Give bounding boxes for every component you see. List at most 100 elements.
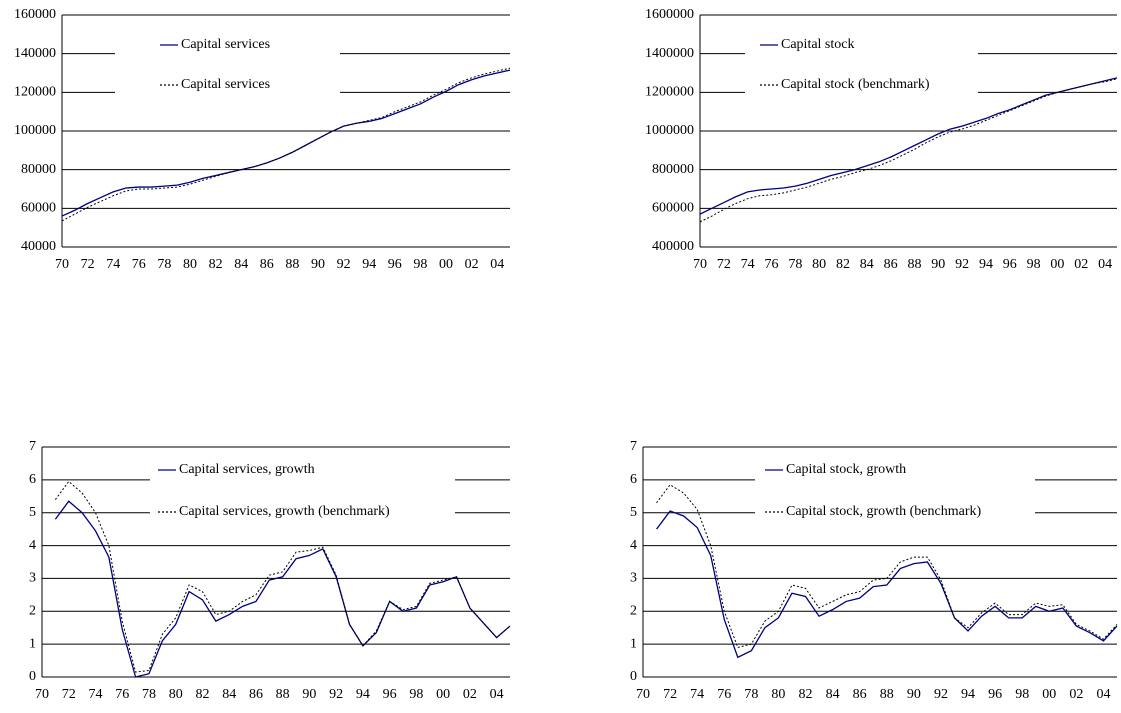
legend-label: Capital services [181, 37, 270, 52]
legend-label: Capital stock, growth [786, 462, 906, 477]
y-tick-label: 1 [29, 636, 36, 651]
series-line [699, 77, 1118, 215]
x-tick-label: 82 [195, 687, 209, 702]
legend-label: Capital stock [781, 37, 855, 52]
y-tick-label: 2 [630, 604, 637, 619]
x-tick-label: 96 [1003, 257, 1017, 272]
legend-box [745, 30, 978, 100]
x-tick-label: 00 [436, 687, 450, 702]
y-tick-label: 7 [630, 439, 637, 454]
x-tick-label: 98 [409, 687, 423, 702]
legend-box [755, 455, 1035, 527]
x-tick-label: 70 [55, 257, 69, 272]
x-tick-label: 88 [907, 257, 921, 272]
x-tick-label: 96 [388, 257, 402, 272]
y-tick-label: 80000 [21, 162, 56, 177]
x-tick-label: 92 [329, 687, 343, 702]
y-tick-label: 1600000 [645, 7, 694, 22]
y-tick-label: 100000 [14, 123, 56, 138]
x-tick-label: 00 [1050, 257, 1064, 272]
x-tick-label: 98 [1015, 687, 1029, 702]
x-tick-label: 74 [690, 687, 704, 702]
x-tick-label: 94 [961, 687, 975, 702]
y-tick-label: 6 [630, 472, 637, 487]
x-tick-label: 98 [1027, 257, 1041, 272]
x-tick-label: 00 [439, 257, 453, 272]
x-tick-label: 78 [142, 687, 156, 702]
x-tick-label: 98 [413, 257, 427, 272]
x-tick-label: 84 [826, 687, 840, 702]
x-tick-label: 76 [717, 687, 731, 702]
x-tick-label: 86 [249, 687, 263, 702]
y-tick-label: 5 [630, 505, 637, 520]
y-tick-label: 140000 [14, 46, 56, 61]
x-tick-label: 72 [717, 257, 731, 272]
x-tick-label: 92 [337, 257, 351, 272]
x-tick-label: 72 [62, 687, 76, 702]
x-tick-label: 92 [934, 687, 948, 702]
series-line [656, 484, 1118, 649]
x-tick-label: 86 [260, 257, 274, 272]
x-tick-label: 78 [157, 257, 171, 272]
x-tick-label: 84 [234, 257, 248, 272]
x-tick-label: 84 [860, 257, 874, 272]
x-tick-label: 02 [1074, 257, 1088, 272]
y-tick-label: 60000 [21, 201, 56, 216]
x-tick-label: 00 [1042, 687, 1056, 702]
x-tick-label: 82 [209, 257, 223, 272]
series-line [61, 67, 511, 222]
x-tick-label: 76 [115, 687, 129, 702]
x-tick-label: 82 [799, 687, 813, 702]
y-tick-label: 800000 [652, 162, 694, 177]
x-tick-label: 04 [1098, 257, 1112, 272]
x-tick-label: 70 [693, 257, 707, 272]
x-tick-label: 74 [106, 257, 120, 272]
series-line [61, 69, 511, 217]
y-tick-label: 400000 [652, 239, 694, 254]
x-tick-label: 80 [183, 257, 197, 272]
x-tick-label: 82 [836, 257, 850, 272]
y-tick-label: 40000 [21, 239, 56, 254]
x-tick-label: 88 [880, 687, 894, 702]
series-line [54, 480, 511, 673]
x-tick-label: 78 [788, 257, 802, 272]
x-tick-label: 80 [771, 687, 785, 702]
x-tick-label: 96 [988, 687, 1002, 702]
y-tick-label: 7 [29, 439, 36, 454]
y-tick-label: 0 [29, 669, 36, 684]
y-tick-label: 6 [29, 472, 36, 487]
legend-label: Capital services [181, 77, 270, 92]
y-tick-label: 600000 [652, 201, 694, 216]
y-tick-label: 4 [29, 538, 36, 553]
y-tick-label: 2 [29, 604, 36, 619]
y-tick-label: 5 [29, 505, 36, 520]
y-tick-label: 3 [29, 571, 36, 586]
x-tick-label: 86 [853, 687, 867, 702]
y-tick-label: 4 [630, 538, 637, 553]
x-tick-label: 02 [1069, 687, 1083, 702]
y-tick-label: 1 [630, 636, 637, 651]
y-tick-label: 0 [630, 669, 637, 684]
x-tick-label: 72 [663, 687, 677, 702]
x-tick-label: 94 [356, 687, 370, 702]
y-tick-label: 3 [630, 571, 637, 586]
x-tick-label: 02 [463, 687, 477, 702]
x-tick-label: 92 [955, 257, 969, 272]
legend-label: Capital services, growth [179, 462, 315, 477]
x-tick-label: 88 [285, 257, 299, 272]
x-tick-label: 70 [636, 687, 650, 702]
legend-label: Capital stock (benchmark) [781, 77, 930, 92]
x-tick-label: 78 [744, 687, 758, 702]
legend-box [150, 455, 455, 527]
legend-label: Capital services, growth (benchmark) [179, 504, 390, 519]
x-tick-label: 80 [169, 687, 183, 702]
series-line [699, 78, 1118, 223]
y-tick-label: 1200000 [645, 85, 694, 100]
x-tick-label: 80 [812, 257, 826, 272]
x-tick-label: 90 [907, 687, 921, 702]
y-tick-label: 1400000 [645, 46, 694, 61]
legend-box [115, 30, 340, 100]
x-tick-label: 04 [490, 687, 504, 702]
x-tick-label: 84 [222, 687, 236, 702]
